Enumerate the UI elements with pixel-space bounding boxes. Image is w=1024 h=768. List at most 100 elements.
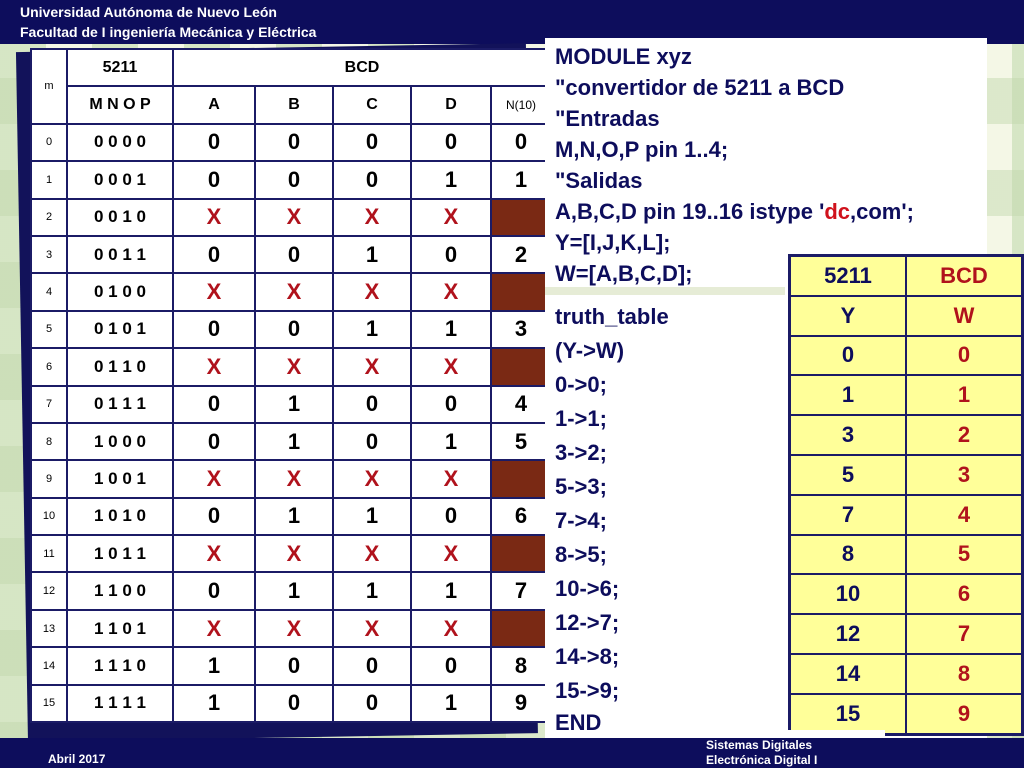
output-d-cell: 1 (410, 683, 492, 724)
output-a-cell: 0 (172, 160, 256, 200)
map-w-header: W (905, 294, 1024, 337)
output-a-cell: X (172, 534, 256, 574)
decimal-value-cell (490, 608, 552, 649)
minterm-cell: 6 (30, 347, 68, 387)
map-row: 14 8 (788, 652, 1024, 695)
output-d-cell: 0 (410, 234, 492, 275)
sub-n10-header: N(10) (490, 85, 552, 125)
code-mapping-line: 7->4; (555, 508, 607, 533)
output-d-cell: 1 (410, 160, 492, 200)
code-line: Y=[I,J,K,L]; (555, 230, 671, 255)
output-a-cell: X (172, 347, 256, 387)
code-line: "Entradas (555, 106, 660, 131)
input-bits-cell: 1 1 0 1 (66, 608, 174, 649)
output-a-cell: 0 (172, 234, 256, 275)
sub-c-header: C (332, 85, 412, 125)
sub-d-header: D (410, 85, 492, 125)
map-w-value: 5 (905, 533, 1024, 576)
decimal-value-cell: 6 (490, 496, 552, 537)
output-a-cell: X (172, 459, 256, 499)
output-b-cell: X (254, 347, 334, 387)
output-d-cell: X (410, 608, 492, 649)
input-bits-cell: 1 0 1 1 (66, 534, 174, 574)
output-a-cell: X (172, 272, 256, 312)
code-line: truth_table (555, 304, 669, 329)
map-w-value: 2 (905, 414, 1024, 456)
output-d-cell: X (410, 534, 492, 574)
map-y-value: 3 (788, 414, 907, 456)
minterm-cell: 9 (30, 459, 68, 499)
output-d-cell: 1 (410, 309, 492, 350)
decimal-value-cell: 2 (490, 234, 552, 275)
output-c-cell: X (332, 272, 412, 312)
output-a-cell: X (172, 197, 256, 237)
map-row: 15 9 (788, 692, 1024, 736)
output-b-cell: 0 (254, 309, 334, 350)
mapping-table: 5211 BCD Y W 0 0 1 1 3 2 5 3 7 4 8 5 10 6 12 7 14 8 15 9 (788, 254, 1024, 736)
map-w-value: 7 (905, 613, 1024, 655)
map-y-value: 15 (788, 692, 907, 736)
output-b-cell: X (254, 608, 334, 649)
col-m-header: m (30, 48, 68, 125)
footer-course: Sistemas Digitales (706, 738, 813, 752)
minterm-cell: 0 (30, 122, 68, 163)
sub-a-header: A (172, 85, 256, 125)
input-bits-cell: 0 1 0 0 (66, 272, 174, 312)
map-y-value: 12 (788, 613, 907, 655)
output-b-cell: 0 (254, 646, 334, 686)
input-bits-cell: 1 1 1 0 (66, 646, 174, 686)
map-y-header: Y (788, 294, 907, 337)
minterm-cell: 13 (30, 608, 68, 649)
map-y-value: 1 (788, 374, 907, 417)
decimal-value-cell: 3 (490, 309, 552, 350)
input-bits-cell: 1 0 0 0 (66, 421, 174, 462)
code-line: "convertidor de 5211 a BCD (555, 75, 845, 100)
output-a-cell: 0 (172, 421, 256, 462)
code-mapping-line: 15->9; (555, 678, 620, 703)
output-c-cell: X (332, 347, 412, 387)
minterm-cell: 14 (30, 646, 68, 686)
code-line: M,N,O,P pin 1..4; (555, 137, 729, 162)
output-d-cell: 1 (410, 421, 492, 462)
output-c-cell: 0 (332, 122, 412, 163)
map-bcd-header: BCD (905, 254, 1024, 297)
output-d-cell: X (410, 272, 492, 312)
decimal-value-cell (490, 272, 552, 312)
output-d-cell: X (410, 197, 492, 237)
input-bits-cell: 0 0 1 0 (66, 197, 174, 237)
minterm-cell: 7 (30, 384, 68, 424)
output-b-cell: 1 (254, 421, 334, 462)
code-mapping-line: 3->2; (555, 440, 607, 465)
decimal-value-cell (490, 459, 552, 499)
map-y-value: 0 (788, 334, 907, 377)
minterm-cell: 1 (30, 160, 68, 200)
output-c-cell: 0 (332, 646, 412, 686)
output-c-cell: X (332, 197, 412, 237)
decimal-value-cell: 1 (490, 160, 552, 200)
output-c-cell: 1 (332, 309, 412, 350)
minterm-cell: 15 (30, 683, 68, 724)
minterm-cell: 11 (30, 534, 68, 574)
code-mapping-line: 1->1; (555, 406, 607, 431)
output-b-cell: 0 (254, 234, 334, 275)
minterm-cell: 10 (30, 496, 68, 537)
sub-b-header: B (254, 85, 334, 125)
truth-header-row: m 5211 BCD (30, 47, 552, 125)
decimal-value-cell (490, 534, 552, 574)
decimal-value-cell (490, 347, 552, 387)
footer-date: Abril 2017 (48, 752, 106, 766)
code-fragment: ,com'; (850, 199, 914, 224)
output-a-cell: 0 (172, 384, 256, 424)
output-b-cell: 1 (254, 384, 334, 424)
output-b-cell: 0 (254, 160, 334, 200)
